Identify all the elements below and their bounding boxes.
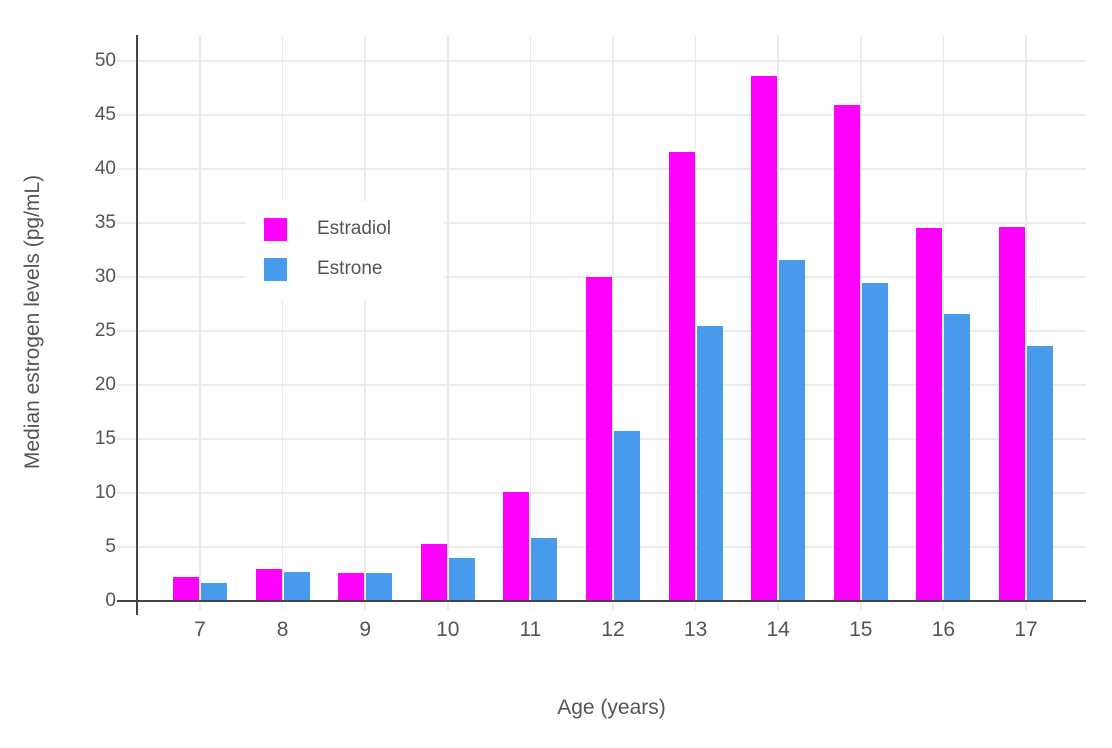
y-tick-label-35: 35 — [94, 212, 116, 233]
bar-estradiol-age-11[interactable] — [503, 491, 530, 601]
gridline-x-10 — [447, 35, 449, 610]
bar-estradiol-age-7[interactable] — [173, 577, 199, 601]
bar-estradiol-age-12[interactable] — [586, 277, 612, 601]
x-tick-label-10: 10 — [436, 618, 460, 641]
y-tick-label-50: 50 — [94, 50, 116, 71]
x-tick-label-11: 11 — [519, 618, 542, 641]
gridline-y-45 — [117, 114, 1086, 116]
x-tick-label-9: 9 — [359, 618, 372, 641]
y-tick-label-20: 20 — [94, 374, 116, 395]
bar-estradiol-age-10[interactable] — [420, 543, 447, 601]
bar-estradiol-age-14[interactable] — [751, 76, 778, 601]
bar-estradiol-age-16[interactable] — [916, 228, 943, 601]
legend-label-estrone: Estrone — [317, 258, 383, 279]
x-tick-label-15: 15 — [849, 618, 873, 641]
bar-estrone-age-9[interactable] — [366, 572, 393, 601]
y-tick-label-10: 10 — [94, 482, 116, 503]
y-tick-label-0: 0 — [105, 590, 116, 611]
legend-item-estradiol[interactable]: Estradiol — [264, 209, 444, 249]
x-tick-label-13: 13 — [683, 618, 708, 641]
gridline-x-17 — [1025, 35, 1027, 610]
bar-estrone-age-11[interactable] — [531, 538, 558, 601]
bar-estrone-age-12[interactable] — [614, 431, 640, 601]
x-tick-label-8: 8 — [276, 618, 289, 641]
legend-label-estradiol: Estradiol — [317, 218, 391, 239]
gridline-x-14 — [777, 35, 779, 610]
bar-estradiol-age-9[interactable] — [338, 572, 365, 601]
gridline-x-11 — [529, 35, 532, 610]
bar-estradiol-age-13[interactable] — [668, 151, 695, 601]
x-axis-line — [117, 600, 1086, 602]
x-tick-label-7: 7 — [194, 618, 206, 641]
y-tick-label-15: 15 — [94, 428, 116, 449]
y-tick-label-40: 40 — [94, 158, 116, 179]
gridline-x-8 — [281, 35, 284, 610]
gridline-x-7 — [199, 35, 201, 610]
x-tick-label-14: 14 — [766, 618, 790, 641]
gridline-x-15 — [860, 35, 862, 610]
x-axis-title: Age (years) — [557, 696, 666, 719]
y-axis-line — [136, 35, 138, 615]
bar-estradiol-age-8[interactable] — [255, 568, 282, 601]
bar-estrone-age-14[interactable] — [779, 259, 806, 601]
y-tick-label-25: 25 — [94, 320, 116, 341]
legend-swatch-estradiol — [264, 217, 287, 241]
legend-item-estrone[interactable]: Estrone — [264, 249, 444, 289]
y-tick-label-30: 30 — [94, 266, 116, 287]
gridline-y-40 — [117, 168, 1086, 170]
y-tick-label-5: 5 — [105, 536, 116, 557]
bar-estrone-age-7[interactable] — [201, 582, 227, 601]
gridline-y-35 — [117, 222, 1086, 224]
gridline-x-13 — [694, 35, 697, 610]
bar-estrone-age-17[interactable] — [1027, 346, 1053, 601]
bar-estradiol-age-17[interactable] — [999, 227, 1025, 601]
gridline-x-9 — [364, 35, 366, 610]
gridline-x-12 — [612, 35, 614, 610]
bar-estrone-age-10[interactable] — [448, 557, 475, 601]
bar-estrone-age-16[interactable] — [944, 313, 971, 601]
legend-swatch-estrone — [264, 257, 287, 281]
x-tick-label-16: 16 — [931, 618, 956, 641]
x-tick-label-17: 17 — [1014, 618, 1038, 641]
gridline-x-16 — [942, 35, 945, 610]
bar-estrone-age-8[interactable] — [283, 571, 310, 601]
gridline-y-50 — [117, 60, 1086, 62]
x-tick-label-12: 12 — [601, 618, 625, 641]
bar-estradiol-age-15[interactable] — [833, 105, 860, 601]
legend: Estradiol Estrone — [245, 201, 444, 299]
y-tick-label-45: 45 — [94, 104, 116, 125]
bar-estrone-age-15[interactable] — [861, 283, 888, 601]
bar-estrone-age-13[interactable] — [696, 325, 723, 601]
